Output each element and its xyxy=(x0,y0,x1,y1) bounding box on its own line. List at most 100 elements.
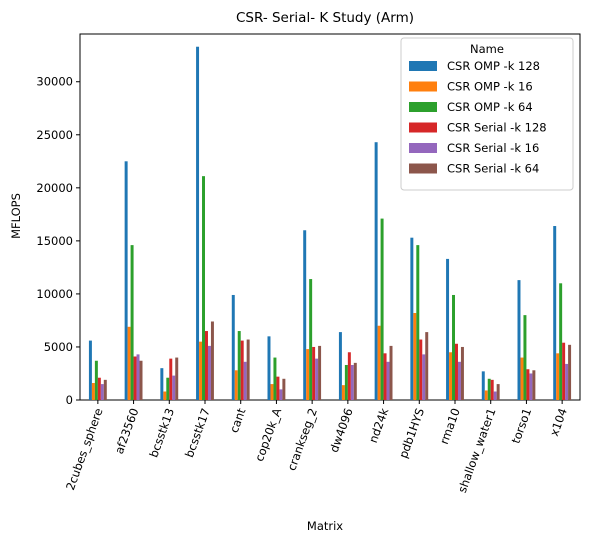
bar xyxy=(419,339,423,400)
bars-group xyxy=(88,46,572,401)
bar xyxy=(416,245,420,400)
y-axis-label: MFLOPS xyxy=(9,193,23,239)
y-tick-label: 5000 xyxy=(44,340,73,354)
legend-box xyxy=(400,37,574,191)
bar xyxy=(246,339,250,400)
bar xyxy=(425,332,429,400)
legend-entry-label: CSR OMP -k 128 xyxy=(447,59,540,73)
bar xyxy=(312,346,316,400)
bar xyxy=(175,357,179,400)
bar xyxy=(130,245,134,400)
bar xyxy=(270,384,274,400)
legend-swatch xyxy=(409,163,437,174)
bar xyxy=(413,313,417,400)
bar xyxy=(490,379,494,400)
legend: Name CSR OMP -k 128 CSR OMP -k 16 CSR OMP … xyxy=(400,37,574,191)
bar xyxy=(273,357,277,400)
x-axis-label: Matrix xyxy=(307,519,343,533)
bar xyxy=(166,377,170,400)
bar xyxy=(455,343,458,400)
bar xyxy=(556,353,560,400)
y-tick-label: 10000 xyxy=(36,287,73,301)
bar xyxy=(124,161,128,400)
bar xyxy=(91,383,95,400)
bar xyxy=(234,370,238,400)
legend-swatch xyxy=(409,81,437,92)
bar xyxy=(136,354,140,400)
bar xyxy=(517,280,521,400)
bar xyxy=(353,362,357,400)
y-tick-label: 0 xyxy=(66,393,73,407)
legend-entry-label: CSR OMP -k 16 xyxy=(447,80,533,94)
bar xyxy=(243,361,247,400)
bar xyxy=(532,370,536,400)
bar xyxy=(568,344,572,400)
bar xyxy=(196,46,200,400)
y-tick-label: 25000 xyxy=(36,128,73,142)
bar xyxy=(487,378,491,400)
bar xyxy=(452,294,455,400)
legend-entry-label: CSR OMP -k 64 xyxy=(447,100,533,114)
bar xyxy=(303,230,307,400)
bar xyxy=(240,340,244,400)
plot-area xyxy=(79,33,581,401)
bar xyxy=(199,341,203,400)
bar xyxy=(350,364,354,400)
bar xyxy=(205,331,208,400)
bar xyxy=(484,390,488,400)
y-tick-label: 15000 xyxy=(36,234,73,248)
bar xyxy=(493,391,497,400)
bar xyxy=(279,389,283,400)
bar xyxy=(377,325,381,400)
bar xyxy=(380,218,384,400)
bar xyxy=(460,346,464,400)
bar xyxy=(338,332,342,400)
bar xyxy=(446,258,450,400)
bar xyxy=(100,384,104,400)
bar xyxy=(160,368,164,400)
legend-title: Name xyxy=(470,42,504,56)
bar xyxy=(202,176,205,400)
legend-entry-label: CSR Serial -k 64 xyxy=(447,162,539,176)
bar xyxy=(97,377,101,400)
bar xyxy=(386,361,390,400)
legend-swatch xyxy=(409,143,437,153)
bar xyxy=(163,391,167,400)
bar xyxy=(94,360,98,400)
bar xyxy=(526,369,530,400)
bar xyxy=(341,385,345,400)
bar xyxy=(127,326,131,400)
bar xyxy=(559,283,563,400)
legend-entry-label: CSR Serial -k 128 xyxy=(447,121,547,135)
bar xyxy=(139,360,143,400)
bar xyxy=(276,376,280,400)
bar xyxy=(133,356,137,400)
bar xyxy=(565,363,569,400)
bar xyxy=(529,373,533,400)
legend-swatch xyxy=(409,102,437,112)
bar xyxy=(520,357,524,400)
bar xyxy=(496,384,500,400)
bar xyxy=(410,237,414,400)
bar xyxy=(457,361,461,400)
bar xyxy=(449,352,453,400)
y-tick-label: 20000 xyxy=(36,181,73,195)
bar xyxy=(172,375,176,400)
chart-title: CSR- Serial- K Study (Arm) xyxy=(236,10,414,26)
bar xyxy=(344,364,348,400)
bar xyxy=(267,336,271,400)
legend-swatch xyxy=(409,61,437,71)
bar xyxy=(315,358,319,400)
bar xyxy=(318,345,322,400)
bar xyxy=(523,315,527,400)
bar xyxy=(237,331,241,400)
bar xyxy=(306,349,310,400)
y-axis: 0 5000 10000 15000 20000 25000 30000 xyxy=(36,75,80,407)
bar xyxy=(88,340,92,400)
bar xyxy=(103,379,107,400)
bar xyxy=(231,294,235,400)
bar xyxy=(481,371,485,400)
bar xyxy=(309,279,313,400)
bar xyxy=(389,345,393,400)
bar xyxy=(562,342,566,400)
